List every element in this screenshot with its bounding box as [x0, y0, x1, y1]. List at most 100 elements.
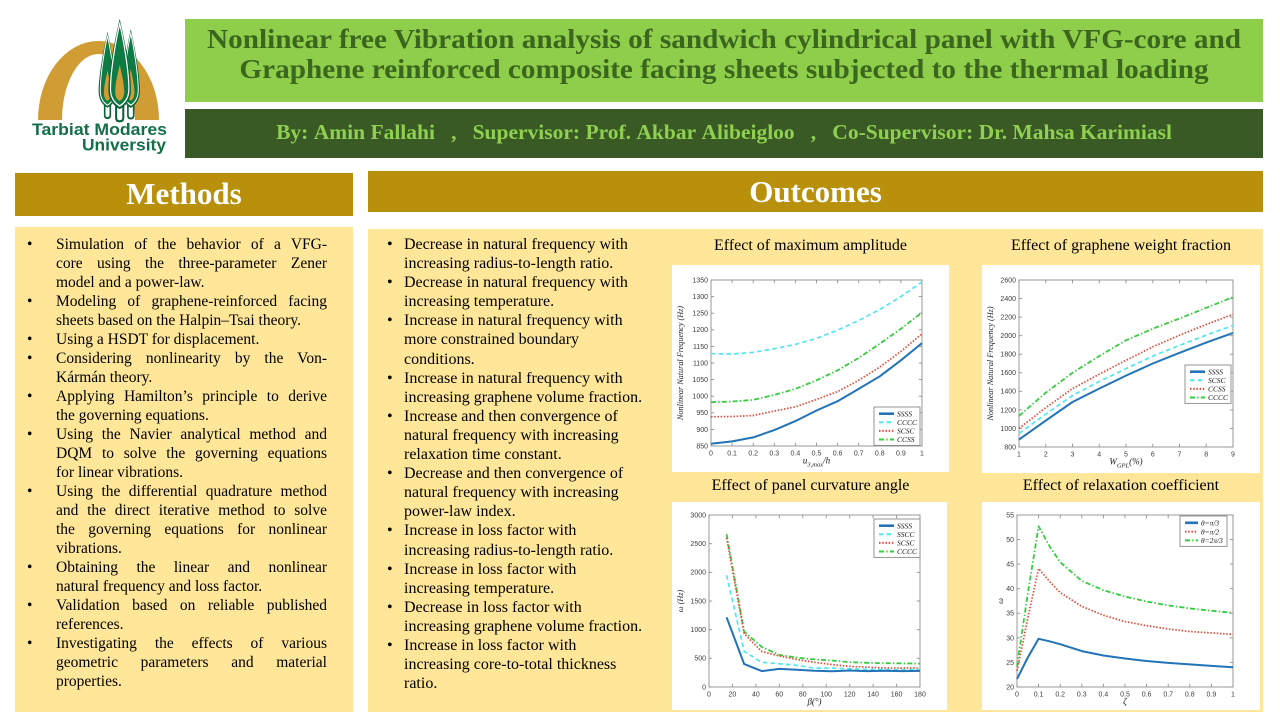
svg-text:40: 40: [752, 692, 760, 699]
svg-text:800: 800: [1004, 444, 1016, 451]
svg-text:160: 160: [891, 692, 903, 699]
svg-text:8: 8: [1204, 452, 1208, 459]
svg-text:850: 850: [696, 443, 708, 450]
svg-text:1350: 1350: [692, 277, 708, 284]
svg-text:0.1: 0.1: [1034, 692, 1044, 699]
svg-text:1800: 1800: [1000, 352, 1016, 359]
svg-text:SSSS: SSSS: [897, 409, 912, 418]
svg-text:1100: 1100: [693, 360, 708, 367]
svg-text:50: 50: [1006, 537, 1014, 544]
svg-text:60: 60: [775, 692, 783, 699]
svg-text:2: 2: [1044, 452, 1048, 459]
svg-text:0.9: 0.9: [896, 451, 906, 458]
svg-text:950: 950: [696, 410, 708, 417]
svg-text:1: 1: [920, 451, 924, 458]
svg-text:7: 7: [1178, 452, 1182, 459]
svg-text:20: 20: [1006, 684, 1014, 691]
svg-text:ω (Hz): ω (Hz): [676, 590, 685, 613]
svg-text:35: 35: [1006, 611, 1014, 618]
svg-text:45: 45: [1006, 562, 1014, 569]
svg-text:CCSS: CCSS: [897, 435, 915, 444]
svg-text:0.1: 0.1: [727, 451, 737, 458]
svg-text:1000: 1000: [690, 627, 706, 634]
svg-text:1150: 1150: [693, 344, 708, 351]
svg-text:0.4: 0.4: [791, 451, 801, 458]
svg-text:Nonlinear Natural Frequency (H: Nonlinear Natural Frequency (Hz): [986, 306, 995, 421]
svg-text:Tarbiat Modares: Tarbiat Modares: [32, 121, 167, 139]
svg-text:3000: 3000: [690, 512, 706, 519]
svg-text:0.6: 0.6: [1142, 692, 1152, 699]
svg-text:θ=π/2: θ=π/2: [1201, 527, 1219, 536]
svg-text:9: 9: [1231, 452, 1235, 459]
svg-text:6: 6: [1151, 452, 1155, 459]
svg-text:SCSC: SCSC: [897, 539, 916, 548]
svg-text:0.4: 0.4: [1099, 692, 1109, 699]
svg-text:SSSS: SSSS: [1208, 367, 1223, 376]
svg-text:0: 0: [709, 451, 713, 458]
svg-text:1000: 1000: [1000, 426, 1016, 433]
svg-text:SSSS: SSSS: [897, 521, 912, 530]
svg-text:0.2: 0.2: [748, 451, 758, 458]
svg-text:80: 80: [799, 692, 807, 699]
svg-text:0.8: 0.8: [1185, 692, 1195, 699]
svg-text:120: 120: [844, 692, 856, 699]
svg-text:55: 55: [1006, 512, 1014, 519]
svg-text:0.6: 0.6: [833, 451, 843, 458]
svg-text:20: 20: [729, 692, 737, 699]
svg-text:0.7: 0.7: [1163, 692, 1173, 699]
svg-text:2000: 2000: [1000, 333, 1016, 340]
svg-text:40: 40: [1006, 586, 1014, 593]
svg-text:CCCC: CCCC: [897, 547, 918, 556]
svg-text:Nonlinear Natural Frequency (H: Nonlinear Natural Frequency (Hz): [676, 306, 685, 421]
svg-text:3: 3: [1071, 452, 1075, 459]
svg-text:500: 500: [694, 656, 706, 663]
svg-text:0.3: 0.3: [769, 451, 779, 458]
svg-text:2400: 2400: [1000, 296, 1016, 303]
svg-text:2000: 2000: [690, 570, 706, 577]
svg-text:SCSC: SCSC: [897, 427, 916, 436]
svg-text:1200: 1200: [1000, 407, 1016, 414]
svg-text:0.3: 0.3: [1077, 692, 1087, 699]
svg-text:1200: 1200: [692, 327, 708, 334]
svg-text:1300: 1300: [692, 294, 708, 301]
svg-text:1600: 1600: [1000, 370, 1016, 377]
svg-text:2600: 2600: [1000, 277, 1016, 284]
svg-text:1400: 1400: [1000, 389, 1016, 396]
svg-text:0.8: 0.8: [875, 451, 885, 458]
svg-text:CCCC: CCCC: [897, 418, 918, 427]
svg-text:2200: 2200: [1000, 315, 1016, 322]
svg-text:0.2: 0.2: [1055, 692, 1065, 699]
svg-text:CCCC: CCCC: [1208, 393, 1229, 402]
svg-text:0.5: 0.5: [812, 451, 822, 458]
svg-text:0: 0: [702, 684, 706, 691]
svg-text:1050: 1050: [692, 377, 708, 384]
svg-text:140: 140: [867, 692, 879, 699]
svg-text:1000: 1000: [692, 394, 708, 401]
svg-text:30: 30: [1006, 635, 1014, 642]
svg-text:0.5: 0.5: [1120, 692, 1130, 699]
svg-text:0: 0: [707, 692, 711, 699]
svg-text:0: 0: [1015, 692, 1019, 699]
svg-text:1: 1: [1017, 452, 1021, 459]
svg-text:100: 100: [820, 692, 832, 699]
svg-text:25: 25: [1006, 660, 1014, 667]
svg-text:1500: 1500: [690, 598, 706, 605]
svg-text:β(°): β(°): [806, 697, 821, 707]
svg-text:SSCC: SSCC: [897, 530, 916, 539]
svg-text:5: 5: [1124, 452, 1128, 459]
svg-text:1: 1: [1231, 692, 1235, 699]
svg-text:θ=π/3: θ=π/3: [1201, 519, 1219, 528]
svg-text:ω: ω: [996, 598, 1005, 604]
svg-text:180: 180: [914, 692, 926, 699]
svg-text:University: University: [82, 137, 167, 155]
svg-text:900: 900: [696, 427, 708, 434]
svg-text:θ=2π/3: θ=2π/3: [1201, 536, 1223, 545]
svg-text:4: 4: [1097, 452, 1101, 459]
svg-text:ζ: ζ: [1123, 697, 1128, 707]
svg-text:SCSC: SCSC: [1208, 376, 1227, 385]
svg-text:0.9: 0.9: [1207, 692, 1217, 699]
svg-text:1250: 1250: [692, 311, 708, 318]
svg-text:CCSS: CCSS: [1208, 385, 1226, 394]
svg-text:0.7: 0.7: [854, 451, 864, 458]
svg-text:2500: 2500: [690, 541, 706, 548]
